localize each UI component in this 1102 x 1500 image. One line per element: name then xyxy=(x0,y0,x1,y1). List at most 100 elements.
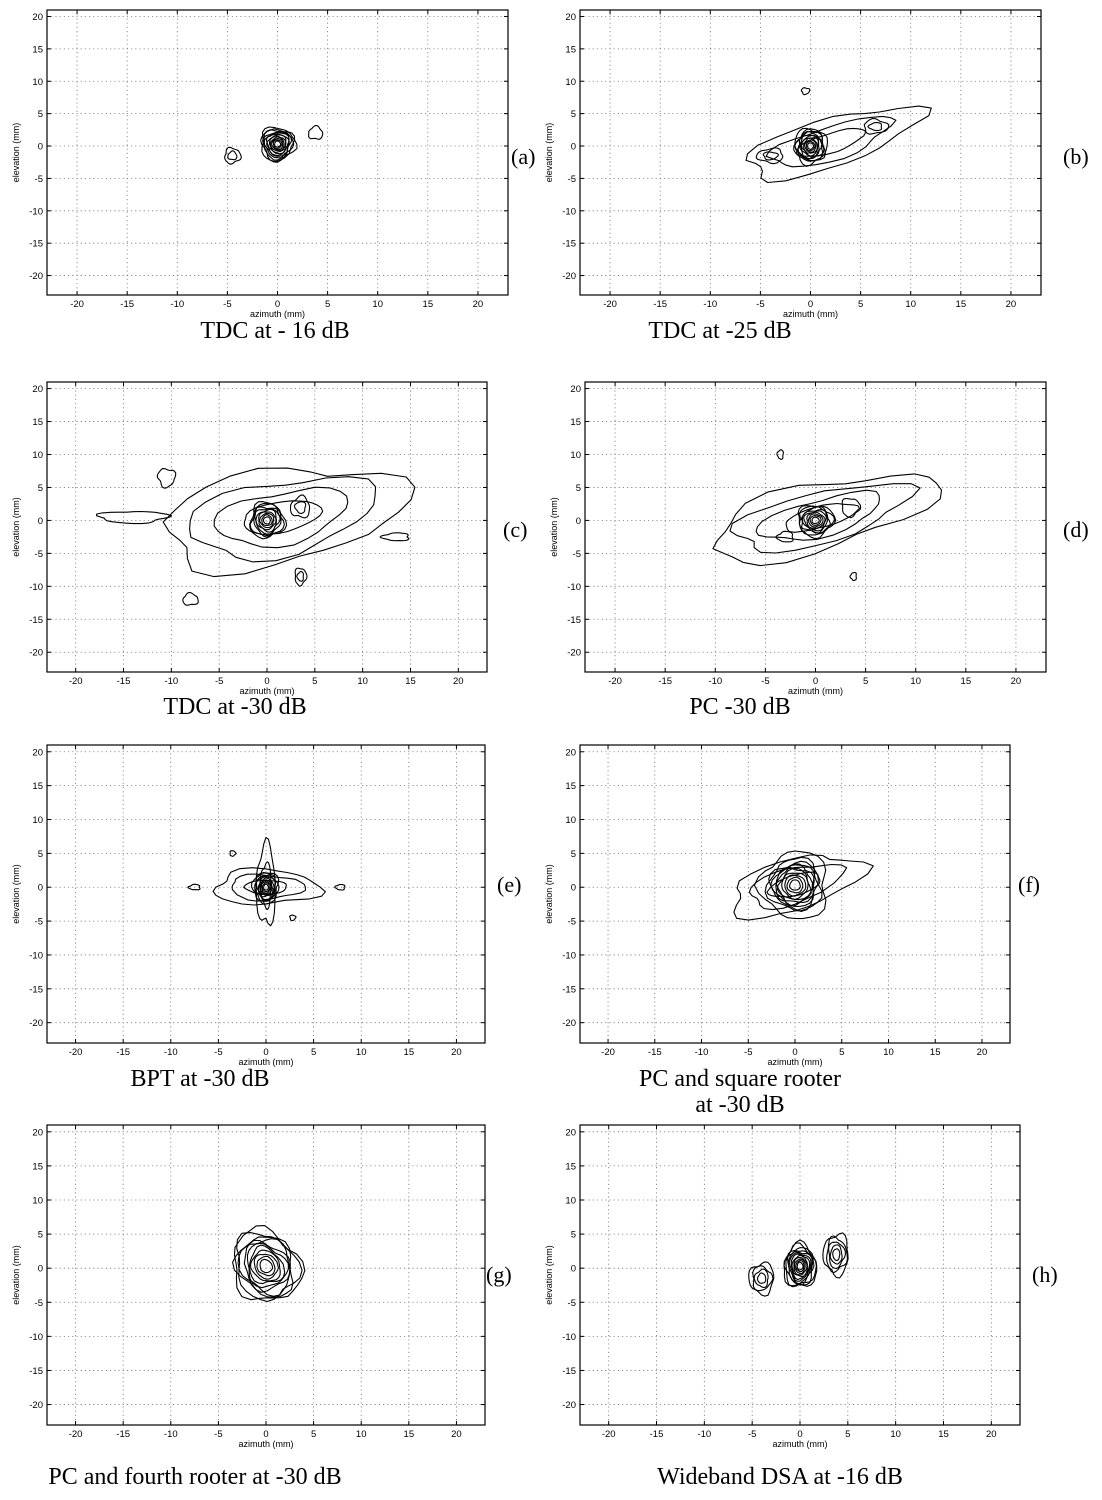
contour-line xyxy=(829,1244,843,1265)
contour-line xyxy=(712,473,943,567)
contour-line xyxy=(243,1239,291,1293)
y-tick-label: -20 xyxy=(29,271,43,282)
y-tick-label: -10 xyxy=(29,582,43,593)
contour-line xyxy=(753,1268,769,1289)
x-axis-label: azimuth (mm) xyxy=(239,686,294,696)
contour-line xyxy=(828,1241,846,1270)
y-tick-label: 15 xyxy=(565,781,576,792)
contour-line xyxy=(755,489,880,541)
contour-line xyxy=(289,914,297,922)
contour-line xyxy=(793,1257,808,1276)
contour-line xyxy=(789,879,801,891)
contour-line xyxy=(261,882,270,893)
x-tick-label: -10 xyxy=(703,299,717,310)
plot-frame xyxy=(579,744,1011,1044)
x-tick-label: -10 xyxy=(164,1429,178,1440)
panel-label: (b) xyxy=(1063,144,1089,169)
x-tick-label: 20 xyxy=(986,1429,997,1440)
x-tick-label: 10 xyxy=(910,676,921,687)
y-tick-label: 5 xyxy=(38,1230,43,1241)
x-tick-label: 20 xyxy=(1006,299,1017,310)
contour-line xyxy=(748,1261,775,1297)
caption-line: PC -30 dB xyxy=(689,694,790,720)
contour-line xyxy=(263,132,290,157)
x-tick-label: -20 xyxy=(69,1047,83,1058)
x-axis-label: azimuth (mm) xyxy=(238,1057,293,1067)
x-tick-label: -15 xyxy=(117,676,131,687)
y-tick-label: -15 xyxy=(29,239,43,250)
x-tick-label: -15 xyxy=(648,1047,662,1058)
contour-line xyxy=(745,105,932,184)
contour-line xyxy=(334,883,346,891)
contour-line xyxy=(803,510,827,532)
contour-line xyxy=(804,139,817,153)
contour-line xyxy=(785,1242,817,1288)
x-tick-label: 5 xyxy=(845,1429,850,1440)
contour-line xyxy=(258,511,277,531)
y-tick-label: 15 xyxy=(32,44,43,55)
contour-line xyxy=(826,1235,848,1274)
x-tick-label: 15 xyxy=(961,676,972,687)
panel-label: (h) xyxy=(1032,1262,1058,1287)
contour-line xyxy=(249,503,285,537)
caption-line: TDC at - 16 dB xyxy=(200,318,349,344)
contour-line xyxy=(776,868,812,901)
contour-line xyxy=(182,592,199,606)
x-tick-label: 15 xyxy=(938,1429,949,1440)
y-tick-label: -5 xyxy=(568,1298,576,1309)
panel-caption: TDC at -25 dB xyxy=(648,318,791,344)
panel-caption: PC and fourth rooter at -30 dB xyxy=(48,1464,341,1490)
y-tick-label: 15 xyxy=(570,417,581,428)
contour-line xyxy=(807,513,824,528)
y-tick-label: -15 xyxy=(562,984,576,995)
contour-line xyxy=(253,1253,279,1280)
x-tick-label: -15 xyxy=(650,1429,664,1440)
contour-line xyxy=(784,874,807,897)
contour-line xyxy=(274,140,282,148)
x-tick-label: 0 xyxy=(263,1429,268,1440)
x-tick-label: 5 xyxy=(858,299,863,310)
y-tick-label: 20 xyxy=(565,12,576,23)
contour-line xyxy=(212,867,326,906)
contour-line xyxy=(800,87,811,96)
x-axis-label: azimuth (mm) xyxy=(772,1439,827,1449)
x-tick-label: 5 xyxy=(325,299,330,310)
y-tick-label: 15 xyxy=(32,781,43,792)
y-tick-label: 15 xyxy=(32,1161,43,1172)
y-tick-label: -5 xyxy=(568,917,576,928)
contour-line xyxy=(805,140,816,152)
contour-line xyxy=(249,1244,286,1285)
contour-line xyxy=(156,468,177,489)
x-axis-label: azimuth (mm) xyxy=(238,1439,293,1449)
contour-line xyxy=(867,122,883,132)
contour-line xyxy=(237,1238,291,1297)
panel-caption: BPT at -30 dB xyxy=(131,1066,270,1092)
y-axis-label: elevation (mm) xyxy=(11,497,21,557)
chart-panel: -20 -15 -10 -5 0 5 10 15 20 20 15 10 5 0 -5 -10 -15 -20 az… xyxy=(544,1124,1058,1490)
x-tick-label: -20 xyxy=(608,676,622,687)
caption-line: TDC at -25 dB xyxy=(648,318,791,344)
contour-line xyxy=(231,873,307,902)
contour-line xyxy=(801,508,829,534)
contour-line xyxy=(268,135,287,153)
plot-frame xyxy=(46,381,488,673)
y-tick-label: -10 xyxy=(562,950,576,961)
x-tick-label: 20 xyxy=(473,299,484,310)
y-tick-label: -20 xyxy=(29,1400,43,1411)
x-tick-label: 15 xyxy=(956,299,967,310)
x-tick-label: 5 xyxy=(312,676,317,687)
y-tick-label: 15 xyxy=(565,44,576,55)
y-tick-label: 20 xyxy=(565,1127,576,1138)
y-tick-label: 20 xyxy=(32,1127,43,1138)
x-tick-label: -5 xyxy=(748,1429,756,1440)
y-tick-label: -5 xyxy=(573,549,581,560)
x-tick-label: 10 xyxy=(356,1429,367,1440)
contour-line xyxy=(266,134,287,155)
chart-panel: -20 -15 -10 -5 0 5 10 15 20 20 15 10 5 0 -5 -10 -15 -20 az… xyxy=(11,9,535,344)
contour-line xyxy=(785,502,860,533)
contour-line xyxy=(259,879,272,895)
panel-caption: TDC at - 16 dB xyxy=(200,318,349,344)
contour-line xyxy=(791,1254,809,1278)
x-tick-label: -10 xyxy=(164,1047,178,1058)
contour-line xyxy=(849,571,857,582)
